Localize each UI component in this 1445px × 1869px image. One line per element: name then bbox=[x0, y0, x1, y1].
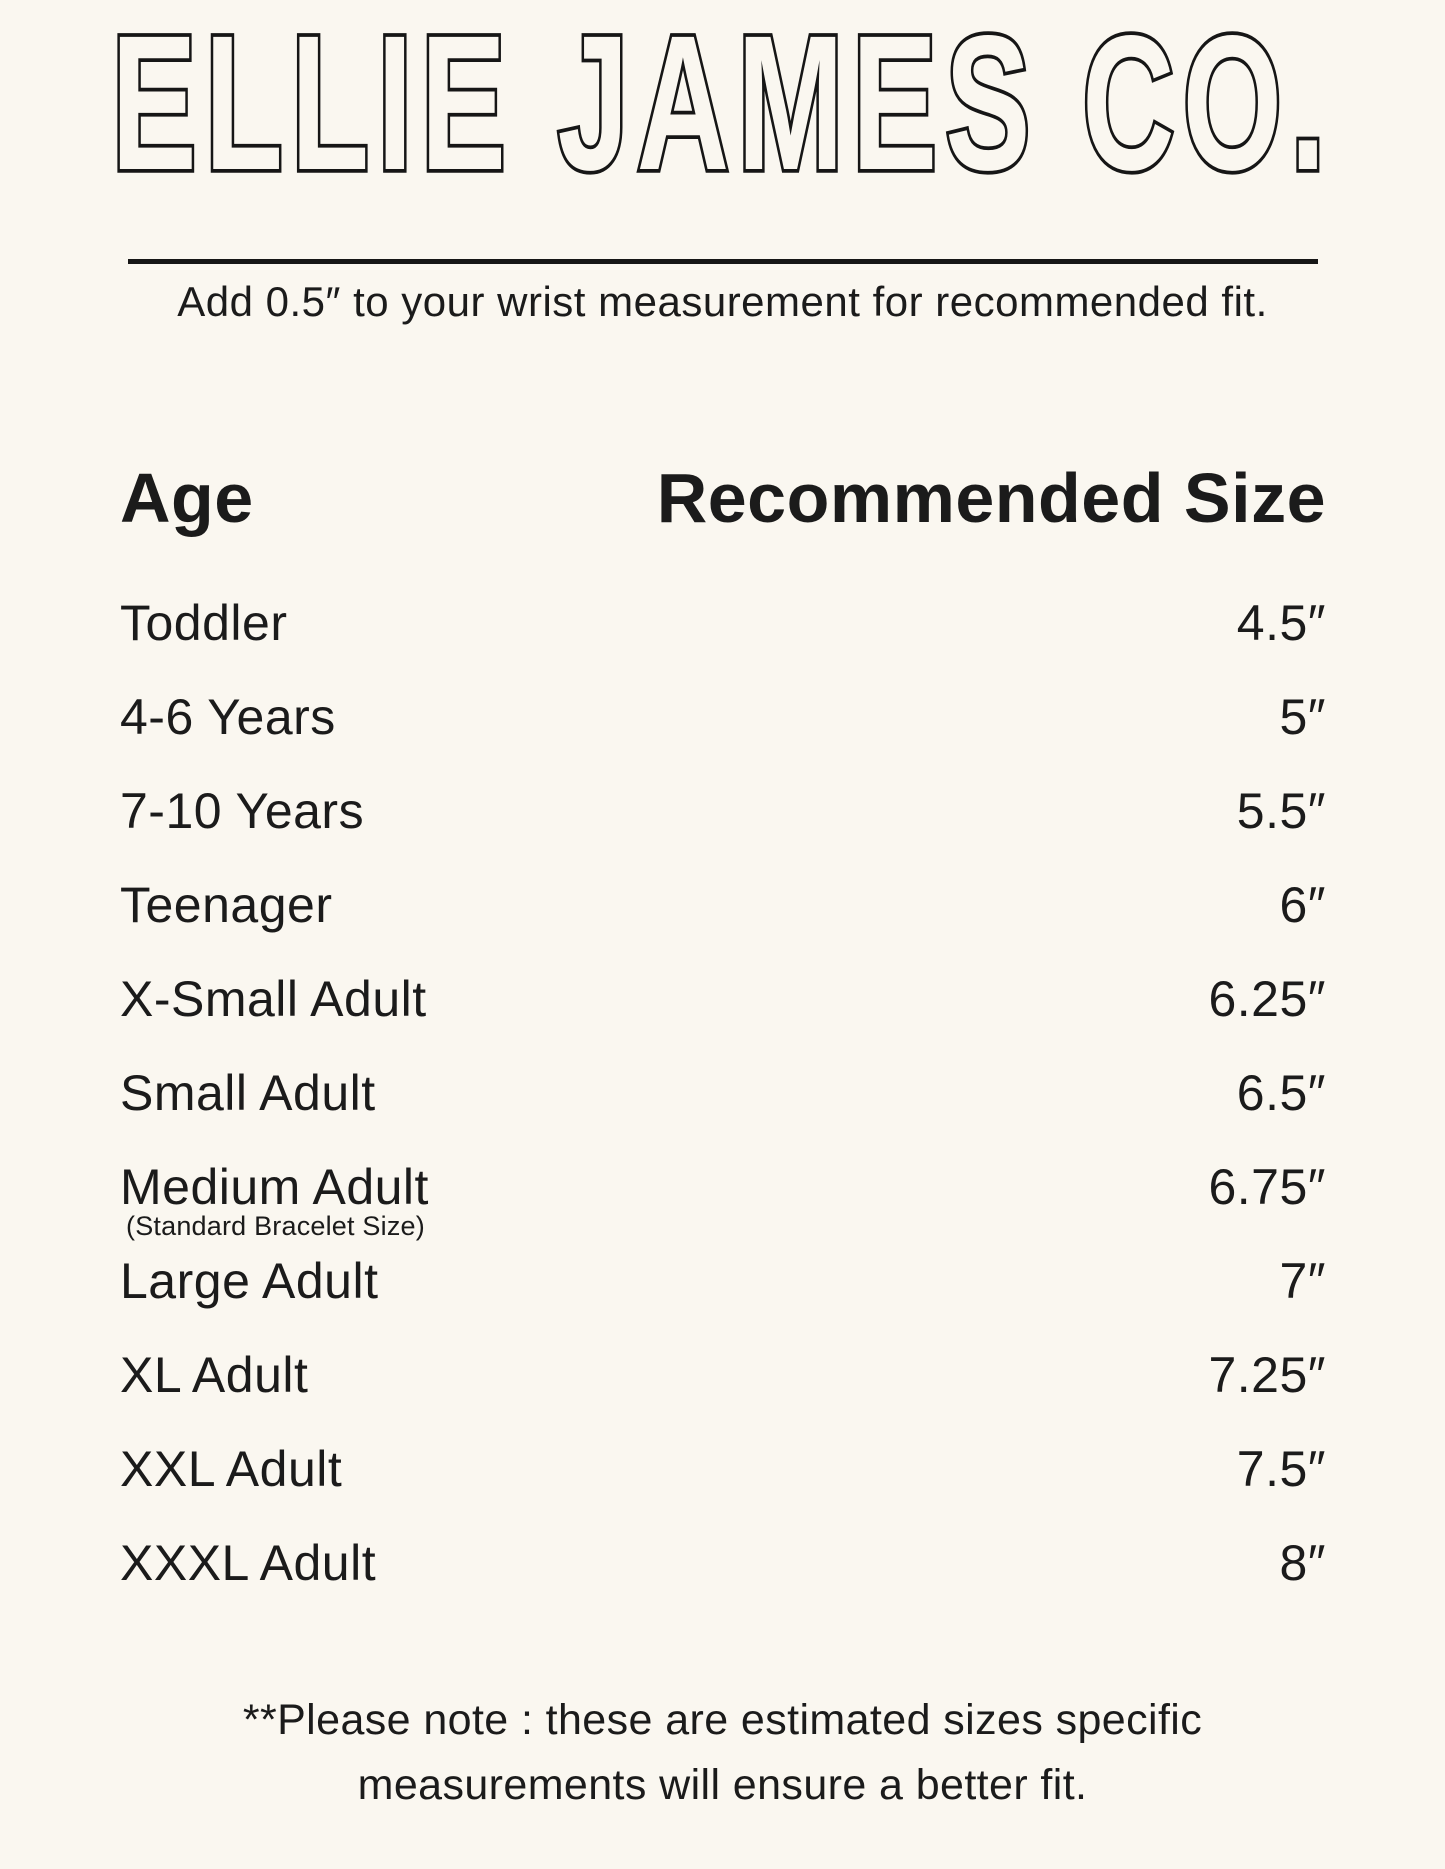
age-label: Medium Adult bbox=[120, 1159, 429, 1215]
table-row: Small Adult 6.5″ bbox=[120, 1066, 1326, 1160]
size-cell: 8″ bbox=[1279, 1535, 1326, 1591]
size-cell: 6.5″ bbox=[1236, 1065, 1326, 1121]
table-row: Medium Adult (Standard Bracelet Size) 6.… bbox=[120, 1160, 1326, 1254]
age-cell: Medium Adult (Standard Bracelet Size) bbox=[120, 1159, 429, 1241]
brand-logo: ELLIE JAMES CO. bbox=[109, 0, 1334, 215]
size-cell: 7.25″ bbox=[1208, 1347, 1326, 1403]
size-cell: 6″ bbox=[1279, 877, 1326, 933]
table-row: XXL Adult 7.5″ bbox=[120, 1442, 1326, 1536]
table-row: X-Small Adult 6.25″ bbox=[120, 972, 1326, 1066]
age-label: Large Adult bbox=[120, 1253, 379, 1309]
table-row: Teenager 6″ bbox=[120, 878, 1326, 972]
table-row: Toddler 4.5″ bbox=[120, 596, 1326, 690]
age-cell: XXL Adult bbox=[120, 1442, 342, 1496]
table-row: Large Adult 7″ bbox=[120, 1254, 1326, 1348]
age-label: X-Small Adult bbox=[120, 971, 427, 1027]
age-column-header: Age bbox=[120, 459, 254, 537]
age-label: XXXL Adult bbox=[120, 1535, 377, 1591]
age-cell: XL Adult bbox=[120, 1348, 308, 1402]
size-cell: 6.25″ bbox=[1208, 971, 1326, 1027]
age-label: XL Adult bbox=[120, 1347, 309, 1403]
age-cell: Teenager bbox=[120, 878, 333, 932]
size-cell: 6.75″ bbox=[1208, 1159, 1326, 1215]
age-cell: Small Adult bbox=[120, 1066, 376, 1120]
table-header: Age Recommended Size bbox=[120, 458, 1326, 538]
divider-line bbox=[128, 259, 1318, 264]
footer-note-line1: **Please note : these are estimated size… bbox=[242, 1696, 1203, 1744]
table-row: XXXL Adult 8″ bbox=[120, 1536, 1326, 1630]
size-column-header: Recommended Size bbox=[656, 459, 1326, 537]
size-cell: 7″ bbox=[1279, 1253, 1326, 1309]
table-row: XL Adult 7.25″ bbox=[120, 1348, 1326, 1442]
age-label: 7-10 Years bbox=[120, 783, 365, 839]
size-table: Toddler 4.5″ 4-6 Years 5″ 7-10 Years 5.5… bbox=[120, 596, 1326, 1630]
footer-note-line2: measurements will ensure a better fit. bbox=[357, 1761, 1088, 1810]
size-cell: 5″ bbox=[1279, 689, 1326, 745]
fit-instruction: Add 0.5″ to your wrist measurement for r… bbox=[177, 278, 1268, 325]
age-cell: Toddler bbox=[120, 596, 288, 650]
age-label: Teenager bbox=[120, 877, 333, 933]
age-label: 4-6 Years bbox=[120, 689, 336, 745]
age-label: XXL Adult bbox=[120, 1441, 343, 1497]
age-label: Small Adult bbox=[120, 1065, 376, 1121]
age-note: (Standard Bracelet Size) bbox=[126, 1211, 425, 1241]
age-cell: Large Adult bbox=[120, 1254, 378, 1308]
table-row: 4-6 Years 5″ bbox=[120, 690, 1326, 784]
footer-note: **Please note : these are estimated size… bbox=[0, 1688, 1445, 1819]
table-row: 7-10 Years 5.5″ bbox=[120, 784, 1326, 878]
size-cell: 7.5″ bbox=[1236, 1441, 1326, 1497]
age-cell: X-Small Adult bbox=[120, 972, 427, 1026]
size-cell: 4.5″ bbox=[1236, 595, 1326, 651]
age-cell: XXXL Adult bbox=[120, 1536, 376, 1590]
age-label: Toddler bbox=[120, 595, 288, 651]
age-cell: 7-10 Years bbox=[120, 784, 364, 838]
age-cell: 4-6 Years bbox=[120, 690, 336, 744]
size-cell: 5.5″ bbox=[1236, 783, 1326, 839]
